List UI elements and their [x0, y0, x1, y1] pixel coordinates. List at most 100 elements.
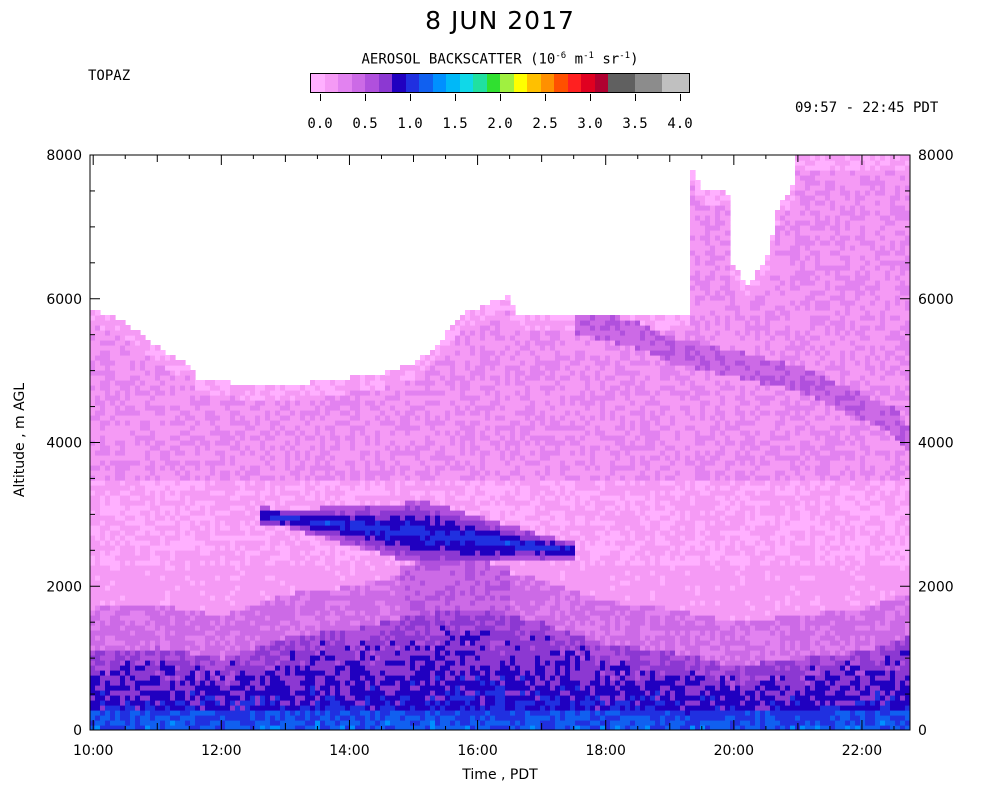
heatmap-cell: [185, 680, 191, 686]
heatmap-cell: [310, 475, 316, 481]
heatmap-cell: [315, 440, 321, 446]
heatmap-cell: [255, 420, 261, 426]
heatmap-cell: [280, 460, 286, 466]
heatmap-cell: [220, 690, 226, 696]
heatmap-cell: [330, 545, 336, 551]
heatmap-cell: [360, 625, 366, 631]
heatmap-cell: [105, 695, 111, 701]
heatmap-cell: [420, 450, 426, 456]
heatmap-cell: [175, 545, 181, 551]
heatmap-cell: [315, 530, 321, 536]
heatmap-cell: [360, 590, 366, 596]
heatmap-cell: [255, 485, 261, 491]
heatmap-cell: [280, 560, 286, 566]
heatmap-cell: [280, 715, 286, 721]
heatmap-cell: [410, 475, 416, 481]
heatmap-cell: [410, 375, 416, 381]
heatmap-cell: [170, 620, 176, 626]
heatmap-cell: [220, 425, 226, 431]
heatmap-cell: [355, 725, 361, 730]
heatmap-cell: [220, 460, 226, 466]
heatmap-cell: [155, 410, 161, 416]
heatmap-cell: [190, 555, 196, 561]
heatmap-cell: [165, 600, 171, 606]
heatmap-cell: [105, 625, 111, 631]
heatmap-cell: [350, 545, 356, 551]
heatmap-cell: [365, 500, 371, 506]
heatmap-cell: [90, 370, 96, 376]
heatmap-cell: [375, 455, 381, 461]
heatmap-cell: [185, 505, 191, 511]
heatmap-cell: [285, 470, 291, 476]
heatmap-cell: [215, 640, 221, 646]
heatmap-cell: [95, 330, 101, 336]
heatmap-cell: [335, 465, 341, 471]
heatmap-cell: [390, 640, 396, 646]
heatmap-cell: [365, 605, 371, 611]
heatmap-cell: [240, 425, 246, 431]
heatmap-cell: [335, 490, 341, 496]
heatmap-cell: [420, 535, 426, 541]
heatmap-cell: [390, 385, 396, 391]
heatmap-cell: [110, 345, 116, 351]
heatmap-cell: [215, 480, 221, 486]
heatmap-cell: [190, 635, 196, 641]
heatmap-cell: [110, 640, 116, 646]
colorbar-swatch: [365, 74, 379, 92]
heatmap-cell: [140, 360, 146, 366]
heatmap-cell: [350, 645, 356, 651]
heatmap-cell: [345, 425, 351, 431]
heatmap-cell: [290, 390, 296, 396]
heatmap-cell: [400, 400, 406, 406]
heatmap-cell: [190, 690, 196, 696]
heatmap-cell: [160, 390, 166, 396]
heatmap-cell: [360, 555, 366, 561]
heatmap-cell: [390, 415, 396, 421]
heatmap-cell: [230, 645, 236, 651]
heatmap-cell: [235, 700, 241, 706]
heatmap-cell: [220, 605, 226, 611]
heatmap-cell: [220, 665, 226, 671]
heatmap-cell: [385, 585, 391, 591]
heatmap-cell: [260, 560, 266, 566]
heatmap-cell: [395, 580, 401, 586]
heatmap-cell: [350, 505, 356, 511]
heatmap-cell: [120, 365, 126, 371]
heatmap-cell: [125, 405, 131, 411]
heatmap-cell: [300, 390, 306, 396]
heatmap-cell: [400, 365, 406, 371]
heatmap-cell: [410, 515, 416, 521]
heatmap-cell: [395, 695, 401, 701]
heatmap-cell: [420, 410, 426, 416]
heatmap-cell: [395, 595, 401, 601]
heatmap-cell: [245, 525, 251, 531]
heatmap-cell: [300, 550, 306, 556]
heatmap-cell: [200, 645, 206, 651]
heatmap-cell: [165, 660, 171, 666]
heatmap-cell: [325, 600, 331, 606]
heatmap-cell: [415, 680, 421, 686]
heatmap-cell: [305, 595, 311, 601]
heatmap-cell: [380, 540, 386, 546]
heatmap-cell: [320, 550, 326, 556]
heatmap-cell: [320, 430, 326, 436]
heatmap-cell: [235, 640, 241, 646]
heatmap-cell: [285, 485, 291, 491]
heatmap-cell: [265, 450, 271, 456]
heatmap-cell: [305, 485, 311, 491]
heatmap-cell: [300, 400, 306, 406]
heatmap-cell: [245, 445, 251, 451]
heatmap-cell: [410, 455, 416, 461]
heatmap-cell: [350, 690, 356, 696]
heatmap-cell: [220, 565, 226, 571]
heatmap-cell: [330, 725, 336, 730]
heatmap-cell: [295, 435, 301, 441]
heatmap-cell: [105, 345, 111, 351]
heatmap-cell: [170, 540, 176, 546]
heatmap-cell: [135, 710, 141, 716]
heatmap-cell: [285, 450, 291, 456]
heatmap-cell: [140, 560, 146, 566]
heatmap-cell: [225, 500, 231, 506]
heatmap-cell: [300, 610, 306, 616]
heatmap-cell: [395, 465, 401, 471]
